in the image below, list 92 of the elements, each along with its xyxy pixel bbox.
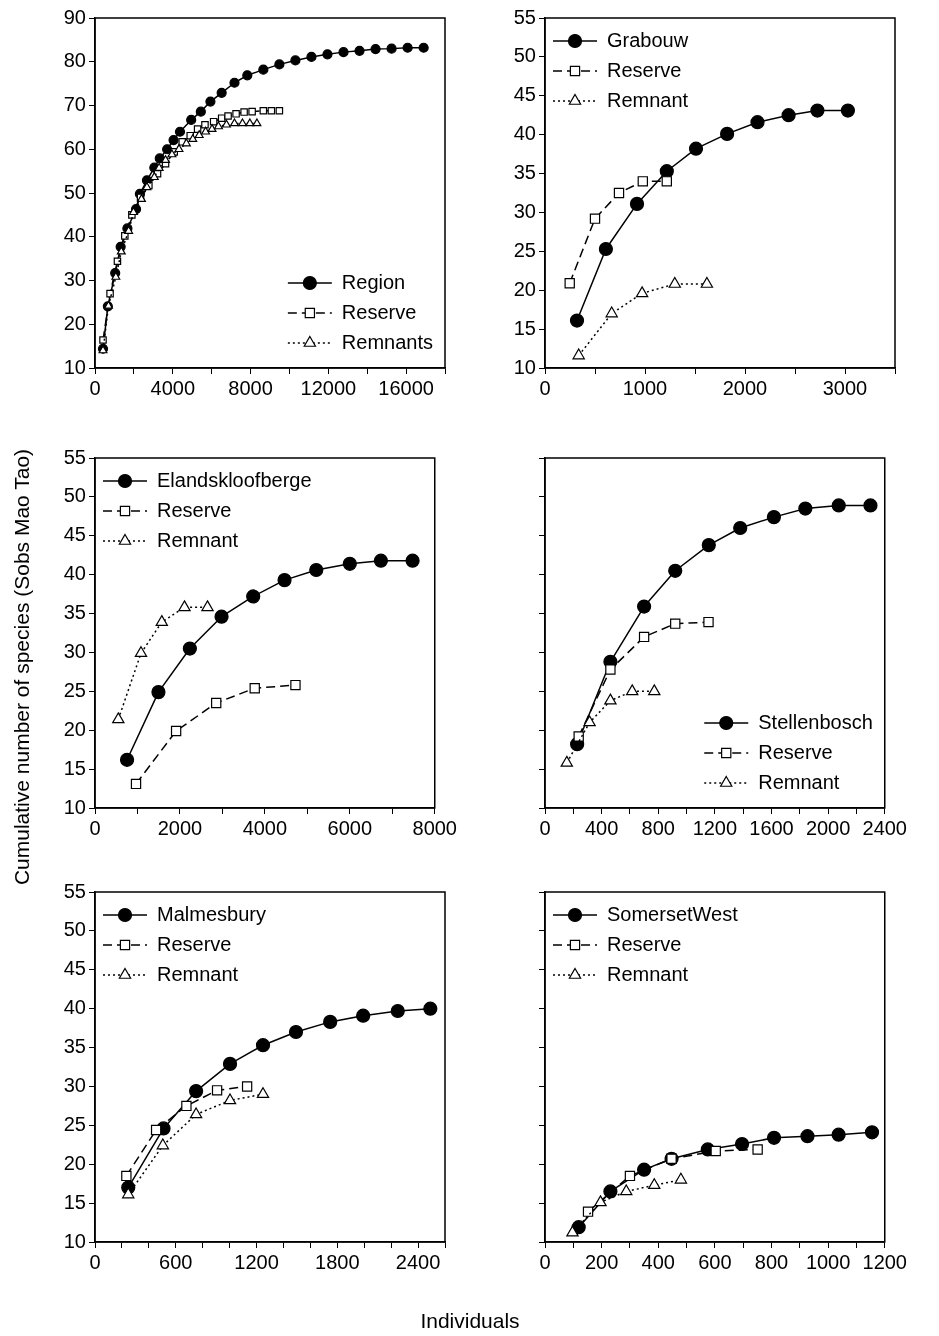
legend-label: Remnant	[157, 528, 239, 551]
x-tick-label: 0	[89, 376, 101, 399]
y-tick-label: 40	[63, 996, 86, 1019]
x-axis-title: Individuals	[419, 1309, 521, 1333]
y-tick-label: 10	[63, 355, 86, 378]
x-tick-label: 1000	[622, 376, 668, 399]
x-tick-label: 8000	[228, 376, 273, 399]
x-tick-label: 4000	[242, 816, 288, 839]
x-tick-label: 3000	[822, 376, 868, 399]
y-tick-label: 20	[513, 277, 536, 300]
y-tick-label: 35	[63, 601, 86, 624]
y-tick-label: 30	[63, 268, 86, 291]
legend-label: Remnant	[607, 962, 689, 985]
y-tick-label: 55	[513, 5, 536, 28]
y-tick-label: 35	[513, 161, 536, 184]
legend-label: Reserve	[157, 498, 232, 521]
y-tick-label: 50	[513, 44, 536, 67]
legend-label: Reserve	[157, 932, 232, 955]
x-tick-label: 12000	[300, 376, 357, 399]
x-tick-label: 1200	[862, 1250, 907, 1273]
y-tick-label: 20	[63, 1151, 86, 1174]
y-tick-label: 40	[63, 224, 86, 247]
y-tick-label: 45	[63, 957, 86, 980]
legend-label: Remnant	[157, 962, 239, 985]
legend-label: Remnant	[758, 770, 840, 793]
x-tick-label: 800	[641, 816, 675, 839]
x-tick-label: 0	[89, 1250, 101, 1273]
x-tick-label: 0	[539, 816, 551, 839]
y-tick-label: 15	[63, 756, 86, 779]
y-tick-label: 25	[513, 238, 536, 261]
legend-label: Stellenbosch	[758, 710, 873, 733]
x-tick-label: 2400	[395, 1250, 441, 1273]
legend-label: Reserve	[607, 932, 682, 955]
legend-label: Reserve	[341, 300, 417, 323]
x-tick-label: 400	[641, 1250, 675, 1273]
y-tick-label: 50	[63, 180, 86, 203]
y-tick-label: 15	[513, 316, 536, 339]
legend-label: Remnants	[341, 330, 433, 353]
x-tick-label: 4000	[150, 376, 196, 399]
y-tick-label: 15	[63, 1190, 86, 1213]
y-tick-label: 45	[513, 83, 536, 106]
y-tick-label: 10	[513, 355, 536, 378]
x-tick-label: 0	[539, 1250, 551, 1273]
legend-label: Grabouw	[607, 28, 689, 51]
y-tick-label: 80	[63, 49, 86, 72]
x-tick-label: 1200	[692, 816, 738, 839]
y-tick-label: 30	[513, 199, 536, 222]
x-tick-label: 16000	[378, 376, 434, 399]
x-tick-label: 0	[539, 376, 551, 399]
y-tick-label: 50	[63, 918, 86, 941]
y-tick-label: 10	[63, 1229, 86, 1252]
legend-label: Malmesbury	[157, 902, 266, 925]
legend-label: Elandskloofberge	[157, 468, 312, 491]
x-tick-label: 1000	[805, 1250, 851, 1273]
y-tick-label: 55	[63, 879, 86, 902]
x-tick-label: 1200	[234, 1250, 279, 1273]
x-tick-label: 600	[159, 1250, 193, 1273]
x-tick-label: 6000	[327, 816, 373, 839]
y-tick-label: 60	[63, 136, 86, 159]
y-tick-label: 55	[63, 445, 86, 468]
x-tick-label: 0	[89, 816, 101, 839]
legend-label: Region	[341, 270, 406, 293]
x-tick-label: 600	[698, 1250, 732, 1273]
x-tick-label: 2000	[157, 816, 203, 839]
y-tick-label: 25	[63, 678, 86, 701]
y-tick-label: 35	[63, 1035, 86, 1058]
x-tick-label: 2000	[805, 816, 851, 839]
x-tick-label: 2000	[722, 376, 768, 399]
legend-label: Reserve	[758, 740, 833, 763]
y-axis-title: Cumulative number of species (Sobs Mao Tao)	[10, 447, 34, 888]
legend-label: Remnant	[607, 88, 689, 111]
y-tick-label: 50	[63, 484, 86, 507]
x-tick-label: 800	[754, 1250, 789, 1273]
y-tick-label: 25	[63, 1112, 86, 1135]
legend-label: Reserve	[607, 58, 682, 81]
y-tick-label: 90	[63, 5, 86, 28]
y-tick-label: 20	[63, 717, 86, 740]
y-tick-label: 45	[63, 523, 86, 546]
y-tick-label: 30	[63, 1073, 86, 1096]
y-tick-label: 40	[63, 562, 86, 585]
y-tick-label: 10	[63, 795, 86, 818]
x-tick-label: 1800	[315, 1250, 360, 1273]
legend-label: SomersetWest	[607, 902, 739, 925]
y-tick-label: 20	[63, 311, 86, 334]
y-tick-label: 40	[513, 122, 536, 145]
y-tick-label: 70	[63, 93, 86, 116]
x-tick-label: 1600	[749, 816, 794, 839]
x-tick-label: 200	[584, 1250, 619, 1273]
x-tick-label: 2400	[862, 816, 907, 839]
x-tick-label: 400	[584, 816, 619, 839]
x-tick-label: 8000	[412, 816, 457, 839]
y-tick-label: 30	[63, 639, 86, 662]
